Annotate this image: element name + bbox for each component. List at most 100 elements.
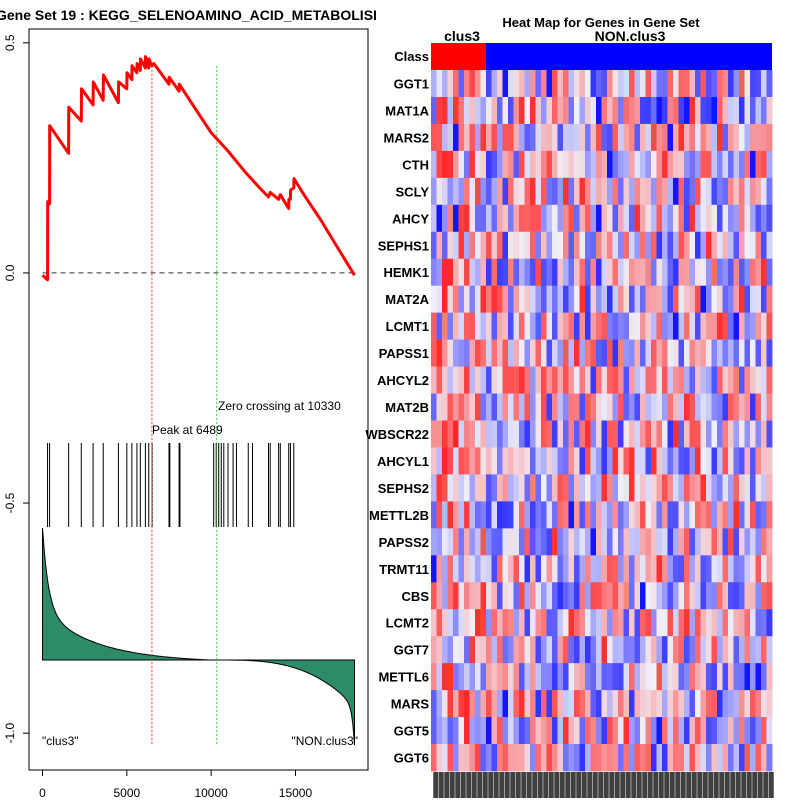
heat-map-cell xyxy=(464,663,470,691)
heat-map-cell xyxy=(458,96,465,125)
heat-map-cell xyxy=(574,528,580,556)
row-label: GGT5 xyxy=(394,724,429,739)
heat-map-cell xyxy=(486,231,492,260)
heat-map-cell xyxy=(645,312,652,341)
heat-map-cell xyxy=(667,339,674,367)
heat-map-cell xyxy=(513,150,520,179)
heat-map-cell xyxy=(695,285,701,314)
heat-map-cell xyxy=(761,744,767,772)
heat-map-cell xyxy=(612,285,619,314)
heat-map-cell xyxy=(491,366,498,394)
heat-map-cell xyxy=(662,123,668,152)
heat-map-cell xyxy=(601,258,608,287)
heat-map-cell xyxy=(447,582,454,610)
heat-map-cell xyxy=(557,366,564,394)
heat-map-cell xyxy=(689,717,696,745)
heat-map-cell xyxy=(645,528,652,556)
column-label-mark xyxy=(598,772,604,798)
heat-map-cell xyxy=(618,96,624,125)
heat-map-cell xyxy=(469,393,476,421)
heat-map-cell xyxy=(486,690,492,718)
heat-map-cell xyxy=(662,70,668,98)
heat-map-cell xyxy=(623,501,630,529)
heat-map-cell xyxy=(596,123,602,152)
heat-map-cell xyxy=(530,582,536,610)
heat-map-cell xyxy=(623,70,630,98)
heat-map-cell xyxy=(530,690,536,718)
heat-map-cell xyxy=(667,690,674,718)
heat-map-cell xyxy=(722,285,729,314)
heat-map-cell xyxy=(469,690,476,718)
heat-map-cell xyxy=(585,663,591,691)
heat-map-cell xyxy=(596,231,602,260)
heat-map-cell xyxy=(667,366,674,394)
heat-map-cell xyxy=(541,231,547,260)
heat-map-cell xyxy=(700,150,707,179)
column-label-mark xyxy=(493,772,499,798)
heat-map-cell xyxy=(480,528,487,556)
heat-map-cell xyxy=(447,150,454,179)
heat-map-cell xyxy=(574,663,580,691)
heat-map-cell xyxy=(590,636,597,664)
heat-map-cell xyxy=(480,663,487,691)
heat-map-cell xyxy=(453,501,459,529)
heat-map-cell xyxy=(535,96,542,125)
heat-map-cell xyxy=(546,96,553,125)
heat-map-cell xyxy=(706,204,712,233)
heat-map-cell xyxy=(739,339,745,367)
heat-map-cell xyxy=(711,474,718,502)
heat-map-cell xyxy=(590,717,597,745)
heat-map-cell xyxy=(535,123,542,152)
heat-map-cell xyxy=(453,393,459,421)
heat-map-cell xyxy=(585,177,591,206)
heat-map-cell xyxy=(766,96,773,125)
heat-map-cell xyxy=(579,447,586,475)
heat-map-cell xyxy=(744,150,751,179)
heat-map-cell xyxy=(568,123,575,152)
heat-map-cell xyxy=(541,744,547,772)
heat-map-cell xyxy=(651,312,657,341)
heat-map-cell xyxy=(475,231,481,260)
heat-map-cell xyxy=(530,231,536,260)
heat-map-cell xyxy=(607,312,613,341)
heat-map-cell xyxy=(612,636,619,664)
heat-map-cell xyxy=(750,609,756,637)
heat-map-cell xyxy=(711,582,718,610)
heat-map-cell xyxy=(618,609,624,637)
heat-map-cell xyxy=(585,70,591,98)
heat-map-cell xyxy=(513,393,520,421)
heat-map-cell xyxy=(453,339,459,367)
heat-map-cell xyxy=(524,528,531,556)
heat-map-cell xyxy=(590,447,597,475)
heat-map-cell xyxy=(651,582,657,610)
row-label: CTH xyxy=(402,157,429,172)
heat-map-cell xyxy=(524,231,531,260)
heat-map-cell xyxy=(645,555,652,583)
heat-map-cell xyxy=(513,636,520,664)
heat-map-cell xyxy=(436,285,443,314)
heat-map-cell xyxy=(755,636,762,664)
heat-map-cell xyxy=(618,258,624,287)
heat-map-cell xyxy=(464,636,470,664)
heat-map-cell xyxy=(442,690,448,718)
column-label-mark xyxy=(587,772,593,798)
heat-map-cell xyxy=(546,366,553,394)
es-plot-marks xyxy=(41,55,356,746)
heat-map-cell xyxy=(706,663,712,691)
heat-map-cell xyxy=(700,555,707,583)
heat-map-cell xyxy=(563,609,569,637)
heat-map-cell xyxy=(475,285,481,314)
heat-map-cell xyxy=(612,393,619,421)
heat-map-cell xyxy=(645,70,652,98)
heat-map-cell xyxy=(552,420,558,448)
heat-map-cell xyxy=(469,231,476,260)
heat-map-cell xyxy=(508,690,514,718)
heat-map-cell xyxy=(524,501,531,529)
heat-map-cell xyxy=(684,339,690,367)
heat-map-cell xyxy=(552,204,558,233)
heat-map-cell xyxy=(678,339,685,367)
heat-map-cell xyxy=(601,150,608,179)
heat-map-cell xyxy=(486,420,492,448)
heat-map-cell xyxy=(568,70,575,98)
heat-map-cell xyxy=(623,474,630,502)
